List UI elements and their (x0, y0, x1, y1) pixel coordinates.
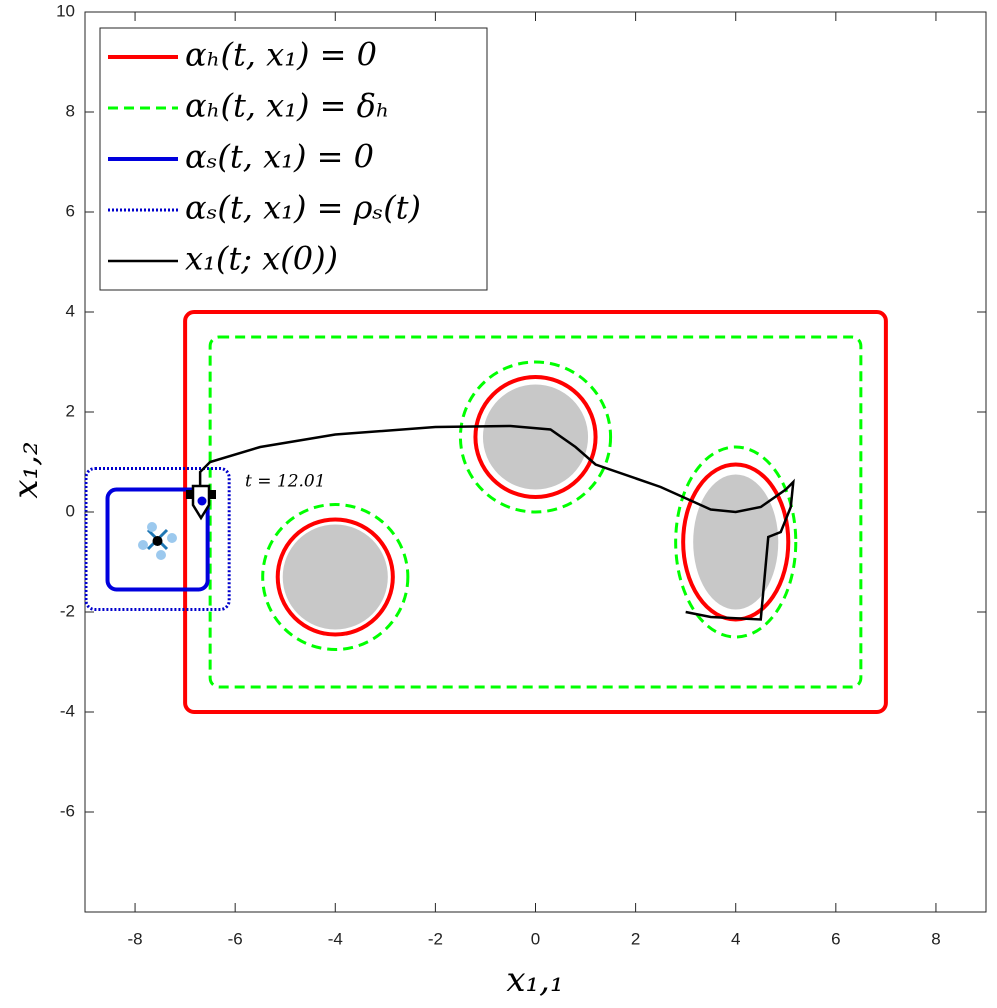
obstacle (693, 474, 779, 610)
boundary (261, 503, 410, 651)
legend-entries: αₕ(t, x₁) = 0 αₕ(t, x₁) = δₕ αₛ(t, x₁) = 0… (108, 36, 421, 278)
obstacle (282, 524, 388, 630)
x-tick-label: -4 (328, 929, 343, 948)
boundary (275, 517, 395, 637)
legend-label: αₕ(t, x₁) = 0 (185, 36, 377, 74)
y-tick-label: -6 (60, 801, 75, 820)
x-tick-label: 2 (631, 929, 640, 948)
legend-label: αₛ(t, x₁) = ρₛ(t) (185, 189, 421, 227)
trajectory (198, 424, 795, 621)
boundary (105, 487, 210, 592)
y-tick-label: 2 (66, 401, 75, 420)
x-tick-label: 0 (531, 929, 540, 948)
boundary (84, 467, 231, 611)
boundary (183, 310, 888, 714)
obstacle (482, 384, 589, 490)
boundary (458, 360, 613, 514)
x-tick-label: 8 (931, 929, 940, 948)
x-tick-label: 4 (731, 929, 740, 948)
annotation: t = 12.01 (245, 472, 326, 492)
legend-label: x₁(t; x(0)) (185, 240, 338, 278)
y-tick-label: 4 (66, 301, 75, 320)
vehicle-marker (186, 484, 216, 521)
y-tick-label: 8 (66, 101, 75, 120)
plot-layer (84, 310, 888, 714)
legend-label: αₛ(t, x₁) = 0 (185, 138, 374, 176)
y-tick-label: -4 (60, 701, 75, 720)
y-tick-label: -2 (60, 601, 75, 620)
x-tick-label: -2 (428, 929, 443, 948)
boundary (473, 375, 598, 499)
x-tick-label: -8 (127, 929, 142, 948)
y-tick-label: 6 (66, 201, 75, 220)
x-tick-label: 6 (831, 929, 840, 948)
y-tick-label: 0 (66, 501, 75, 520)
x-axis-label: x₁,₁ (506, 960, 563, 1000)
boundary (674, 445, 798, 639)
y-tick-label: 10 (56, 1, 75, 20)
x-tick-label: -6 (228, 929, 243, 948)
legend-label: αₕ(t, x₁) = δₕ (185, 87, 390, 125)
drone-icon (138, 522, 177, 560)
y-axis-label: x₁,₂ (6, 441, 46, 498)
